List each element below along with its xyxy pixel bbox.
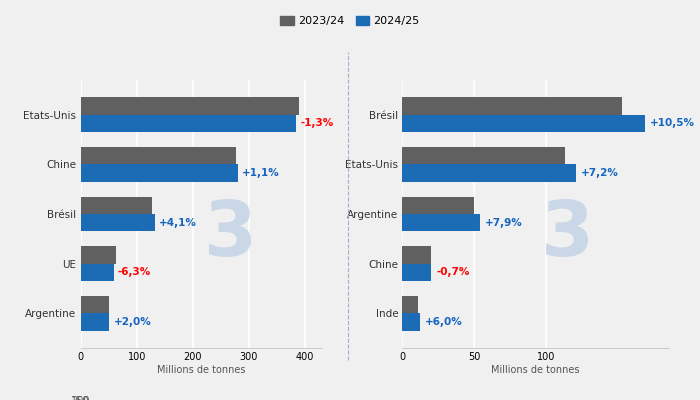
Bar: [402, 197, 475, 214]
Text: +4,1%: +4,1%: [159, 218, 197, 228]
Bar: [80, 246, 116, 264]
Bar: [402, 296, 419, 313]
Bar: [402, 214, 480, 231]
Bar: [402, 97, 622, 115]
Text: +6,0%: +6,0%: [424, 317, 462, 327]
Text: +2,0%: +2,0%: [113, 317, 151, 327]
Text: 150: 150: [71, 396, 90, 400]
Text: -1,3%: -1,3%: [300, 118, 334, 128]
Text: 3: 3: [541, 198, 594, 272]
Bar: [402, 115, 645, 132]
Text: +7,9%: +7,9%: [485, 218, 523, 228]
Bar: [402, 313, 420, 331]
Text: -0,7%: -0,7%: [436, 267, 470, 277]
Bar: [80, 164, 238, 182]
Bar: [80, 214, 155, 231]
Bar: [80, 115, 296, 132]
Text: +1,1%: +1,1%: [242, 168, 280, 178]
Text: 3: 3: [204, 198, 257, 272]
Text: +10,5%: +10,5%: [650, 118, 695, 128]
Bar: [402, 164, 577, 182]
Text: 200: 200: [71, 396, 90, 400]
Bar: [80, 313, 109, 331]
Bar: [80, 97, 299, 115]
Bar: [80, 147, 236, 164]
Bar: [402, 264, 431, 281]
Legend: 2023/24, 2024/25: 2023/24, 2024/25: [276, 12, 424, 30]
Bar: [80, 296, 108, 313]
Bar: [80, 264, 113, 281]
Bar: [80, 197, 152, 214]
Text: +7,2%: +7,2%: [581, 168, 619, 178]
X-axis label: Millions de tonnes: Millions de tonnes: [491, 365, 580, 375]
Text: -6,3%: -6,3%: [118, 267, 151, 277]
Bar: [402, 147, 565, 164]
Bar: [402, 246, 431, 264]
X-axis label: Millions de tonnes: Millions de tonnes: [157, 365, 246, 375]
